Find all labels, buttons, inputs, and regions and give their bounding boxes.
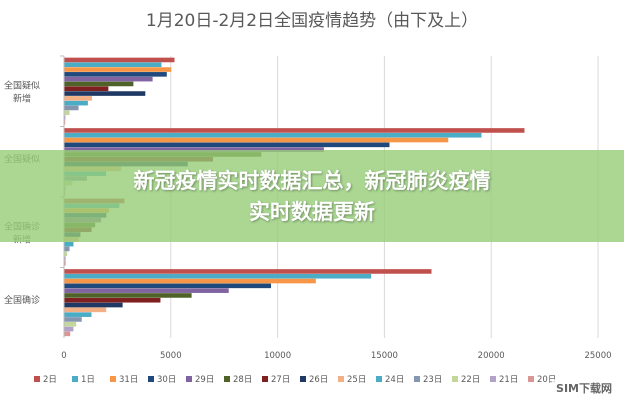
- bar: [64, 100, 88, 106]
- bar: [64, 273, 372, 279]
- legend-label: 28日: [233, 375, 252, 385]
- bar: [64, 307, 107, 313]
- bar: [64, 251, 68, 257]
- bar: [64, 283, 272, 289]
- legend-swatch: [262, 376, 268, 382]
- bars: [64, 57, 525, 337]
- legend-label: 1日: [81, 375, 95, 385]
- legend-swatch: [72, 376, 78, 382]
- bar: [64, 128, 525, 133]
- bar: [64, 261, 66, 266]
- bar: [64, 241, 74, 247]
- bar: [64, 91, 146, 96]
- bar: [64, 321, 77, 327]
- headline-banner[interactable]: 新冠疫情实时数据汇总，新冠肺炎疫情 实时数据更新: [0, 150, 624, 242]
- category-label: 全国确诊: [4, 294, 40, 306]
- legend-label: 20日: [537, 375, 556, 385]
- bar: [64, 302, 123, 308]
- legend-label: 22日: [461, 375, 480, 385]
- legend-swatch: [186, 376, 192, 382]
- bar: [64, 269, 432, 274]
- legend-swatch: [376, 376, 382, 382]
- headline-line-1: 新冠疫情实时数据汇总，新冠肺炎疫情: [133, 169, 491, 193]
- legend-label: 21日: [499, 375, 518, 385]
- legend-label: 2日: [43, 375, 57, 385]
- bar: [64, 57, 175, 63]
- bar: [64, 132, 482, 138]
- bar: [64, 81, 134, 87]
- bar: [64, 317, 82, 322]
- x-tick-label: 10000: [264, 351, 291, 361]
- x-tick-label: 25000: [584, 351, 611, 361]
- legend-label: 30日: [157, 375, 176, 385]
- legend-label: 25日: [347, 375, 366, 385]
- legend-swatch: [148, 376, 154, 382]
- bar: [64, 293, 192, 298]
- legend-swatch: [300, 376, 306, 382]
- bar: [64, 72, 167, 77]
- legend-swatch: [224, 376, 230, 382]
- bar: [64, 67, 172, 72]
- bar: [64, 76, 153, 82]
- category-label: 全国疑似新增: [4, 79, 40, 104]
- bar: [64, 115, 66, 120]
- x-tick-label: 0: [61, 351, 66, 361]
- legend-swatch: [528, 376, 534, 382]
- bar: [64, 326, 74, 332]
- legend-label: 26日: [309, 375, 328, 385]
- headline-line-2: 实时数据更新: [249, 200, 375, 224]
- legend-swatch: [110, 376, 116, 382]
- legend-swatch: [490, 376, 496, 382]
- bar: [64, 105, 79, 111]
- legend-label: 24日: [385, 375, 404, 385]
- bar: [64, 312, 92, 317]
- bar: [64, 110, 70, 116]
- bar: [64, 86, 109, 92]
- legend-swatch: [34, 376, 40, 382]
- bar: [64, 256, 66, 261]
- legend-label: 23日: [423, 375, 442, 385]
- legend-label: 27日: [271, 375, 290, 385]
- legend-label: 31日: [119, 375, 138, 385]
- site-watermark: SIM下载网: [552, 379, 616, 397]
- bar: [64, 297, 161, 303]
- legend-label: 29日: [195, 375, 214, 385]
- legend-swatch: [414, 376, 420, 382]
- headline-text: 新冠疫情实时数据汇总，新冠肺炎疫情 实时数据更新: [20, 166, 604, 228]
- legend: 2日 1日 31日 30日 29日 28日 27日 26日 25日 24日 23日 22日 21日 20日: [34, 375, 556, 385]
- x-tick-label: 20000: [478, 351, 505, 361]
- bar: [64, 278, 316, 284]
- bar: [64, 137, 449, 143]
- legend-swatch: [338, 376, 344, 382]
- bar: [64, 96, 92, 101]
- bar: [64, 246, 70, 252]
- bar: [64, 147, 324, 152]
- bar: [64, 331, 71, 337]
- x-tick-label: 15000: [371, 351, 398, 361]
- bar: [64, 120, 66, 125]
- chart-title: 1月20日-2月2日全国疫情趋势（由下及上）: [146, 11, 478, 31]
- bar: [64, 288, 229, 293]
- bar: [64, 62, 162, 68]
- bar: [64, 142, 390, 148]
- legend-swatch: [452, 376, 458, 382]
- x-tick-label: 5000: [160, 351, 182, 361]
